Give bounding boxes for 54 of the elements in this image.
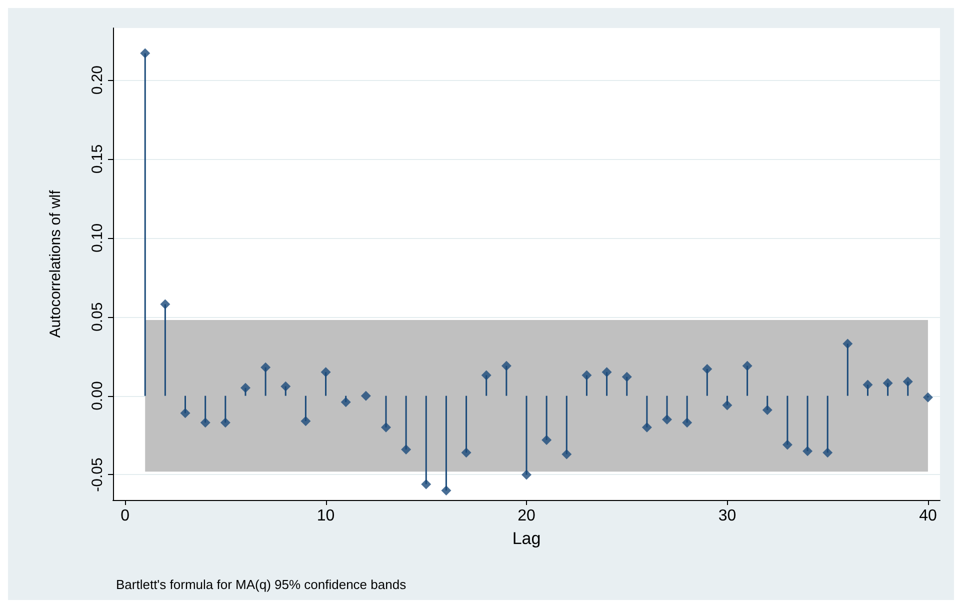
point: [522, 470, 532, 480]
x-tick-label: 10: [316, 508, 335, 524]
point: [240, 382, 250, 393]
point: [682, 418, 692, 428]
point: [320, 367, 331, 378]
point: [922, 392, 933, 402]
point: [782, 440, 792, 450]
point: [902, 376, 913, 387]
point: [461, 448, 472, 458]
point: [862, 380, 873, 390]
y-tick-label: 0.15: [89, 144, 106, 174]
point: [481, 370, 492, 380]
point: [280, 381, 291, 392]
point: [340, 397, 351, 408]
point: [662, 414, 672, 424]
point: [200, 418, 210, 428]
x-axis-title: Lag: [512, 529, 541, 548]
point: [882, 378, 893, 388]
point: [622, 372, 632, 382]
point: [702, 364, 712, 374]
point: [421, 479, 432, 490]
y-tick-label: 0.05: [89, 302, 106, 332]
point: [140, 48, 150, 58]
y-tick-label: 0.20: [89, 65, 106, 95]
point: [501, 360, 512, 371]
point: [160, 299, 170, 310]
point: [762, 405, 772, 416]
point: [722, 400, 732, 410]
point: [380, 422, 391, 432]
point: [822, 448, 833, 458]
x-tick-label: 40: [919, 508, 937, 524]
point: [562, 449, 572, 460]
y-tick-label: 0.00: [89, 381, 106, 410]
point: [742, 360, 752, 371]
point: [260, 362, 271, 372]
x-tick-label: 20: [518, 508, 536, 524]
point: [401, 444, 412, 454]
point: [220, 418, 230, 428]
point: [441, 486, 452, 496]
point: [842, 338, 853, 349]
point: [602, 367, 612, 378]
y-tick-label: 0.10: [89, 223, 106, 253]
x-tick-label: 30: [718, 508, 736, 524]
point: [180, 408, 190, 418]
point: [300, 416, 311, 426]
point: [360, 390, 371, 401]
y-axis-title: Autocorrelations of wlf: [47, 189, 64, 338]
point: [582, 370, 592, 380]
x-tick-label: 0: [120, 508, 130, 524]
point: [642, 422, 652, 432]
point: [802, 446, 813, 456]
point: [542, 435, 552, 446]
text: Bartlett's formula for MA(q) 95% confidence bands: [116, 577, 407, 592]
y-tick-label: -0.05: [89, 458, 106, 492]
